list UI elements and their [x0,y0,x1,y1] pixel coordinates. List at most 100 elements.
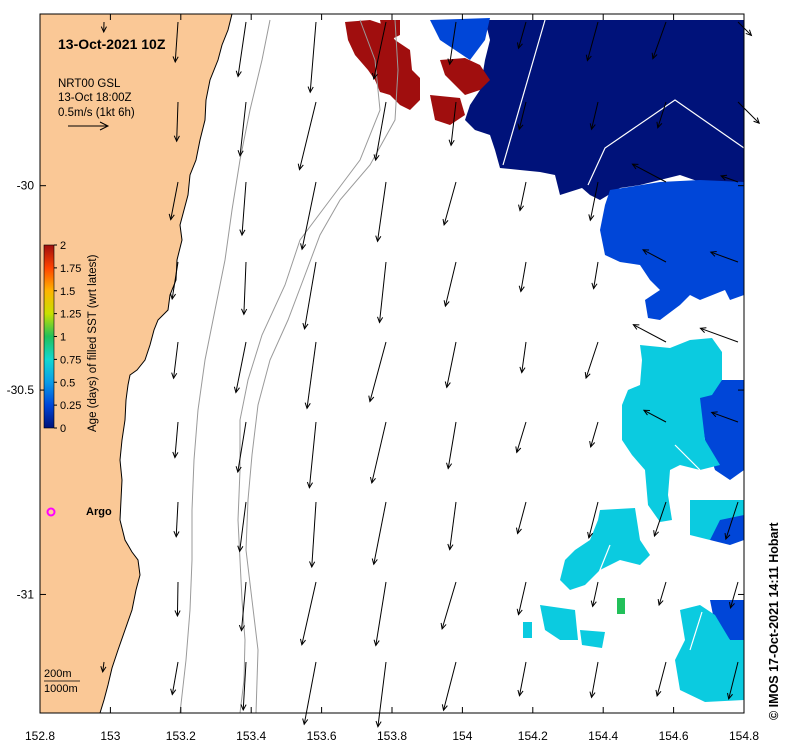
depth-legend-200m: 200m [44,668,72,680]
current-vector [100,661,107,674]
sst-patch-age-025 [600,180,744,320]
current-vector [587,501,599,539]
track-line [597,544,611,576]
sst-patch-age-025 [430,18,490,60]
current-vector [653,501,667,538]
current-vector [442,181,457,227]
current-vector [655,661,667,697]
x-tick-label: 153.4 [236,729,266,743]
current-legend-time: 13-Oct 18:00Z [58,92,132,104]
current-vector [515,501,527,535]
current-vector [516,581,527,616]
sst-patch-age-05 [675,605,744,702]
current-vectors [100,21,761,728]
current-vector [239,181,247,237]
current-vector [444,341,457,389]
track-line [587,99,745,186]
current-vector [727,661,739,700]
current-vector [737,101,761,125]
contour-coastal [179,19,271,714]
sst-patch-age-05 [622,338,722,522]
sst-patch-age-05 [523,622,532,638]
current-vector [448,101,457,147]
current-vector [375,181,387,243]
current-vector [307,21,317,94]
colorbar-ticks: 2 1.75 1.5 1.25 1 0.75 0.5 0.25 0 [54,240,81,435]
current-vector [240,661,247,712]
current-vector [588,181,599,222]
x-tick-label: 154.2 [518,729,548,743]
current-vector [173,101,180,143]
colorbar [43,244,55,429]
current-vector [297,101,317,171]
current-vector [371,501,387,566]
colorbar-label: Age (days) of filled SST (wrt latest) [87,254,99,432]
colorbar-tick-label: 0 [60,423,66,435]
current-vector [377,261,387,324]
land-mass [39,13,233,714]
current-vector [369,421,387,485]
current-vector [584,341,599,380]
current-vector [238,581,247,632]
current-vector [710,411,739,423]
track-line [689,611,703,651]
current-vector [368,341,387,403]
current-vector [589,421,599,449]
colorbar-tick-label: 0.5 [60,377,75,389]
current-vector [237,501,247,553]
sst-patch-age-0 [465,20,744,200]
current-vector [585,21,599,62]
current-vector [373,581,387,647]
sst-patch-age-2 [345,20,420,110]
current-vector [233,341,247,394]
current-vector [517,101,527,131]
current-vector [728,581,739,610]
sst-patch-age-2 [440,58,490,95]
current-vector [443,261,457,308]
current-vector [642,409,667,423]
current-vector [373,101,387,162]
current-vector [724,501,739,541]
current-vector [519,341,527,374]
x-tick-label: 152.8 [25,729,55,743]
track-line [674,444,701,471]
current-vector [302,661,317,726]
sst-patch-age-025 [710,600,744,640]
current-scale-arrow [68,121,110,131]
current-vector [447,501,457,551]
x-tick-label: 153.8 [377,729,407,743]
current-vector [300,581,317,646]
current-vector [371,21,387,80]
x-tick-label: 154.6 [659,729,689,743]
current-vector [174,581,181,618]
current-vector [591,261,599,290]
current-vector [304,341,317,410]
current-vector [169,261,179,301]
current-vector [651,21,667,60]
x-axis: 152.8 153 153.2 153.4 153.6 153.8 154 154.2 154.… [25,14,759,743]
sst-patch-age-05 [690,500,744,540]
current-vector [172,21,179,64]
current-vector [589,661,599,699]
x-tick-label: 154.4 [588,729,618,743]
current-vector [173,501,180,538]
argo-float-marker [46,507,56,517]
current-vector [235,421,247,474]
sst-patch-age-05 [560,508,650,590]
current-vector [518,181,527,212]
y-axis: -30 -30.5 -31 [7,179,744,601]
colorbar-tick-label: 0.25 [60,400,81,412]
current-vector [631,163,667,183]
argo-label: Argo [86,506,112,518]
current-vector [709,250,739,263]
depth-legend-1000m: 1000m [44,683,78,695]
current-vector [656,101,667,129]
y-tick-label: -31 [17,587,35,601]
current-vector [720,174,739,183]
colorbar-tick-label: 0.75 [60,354,81,366]
x-tick-label: 154 [452,729,472,743]
current-vector [168,181,179,221]
altimeter-tracks [502,19,745,651]
current-vector [237,101,247,157]
current-vector [518,261,527,293]
